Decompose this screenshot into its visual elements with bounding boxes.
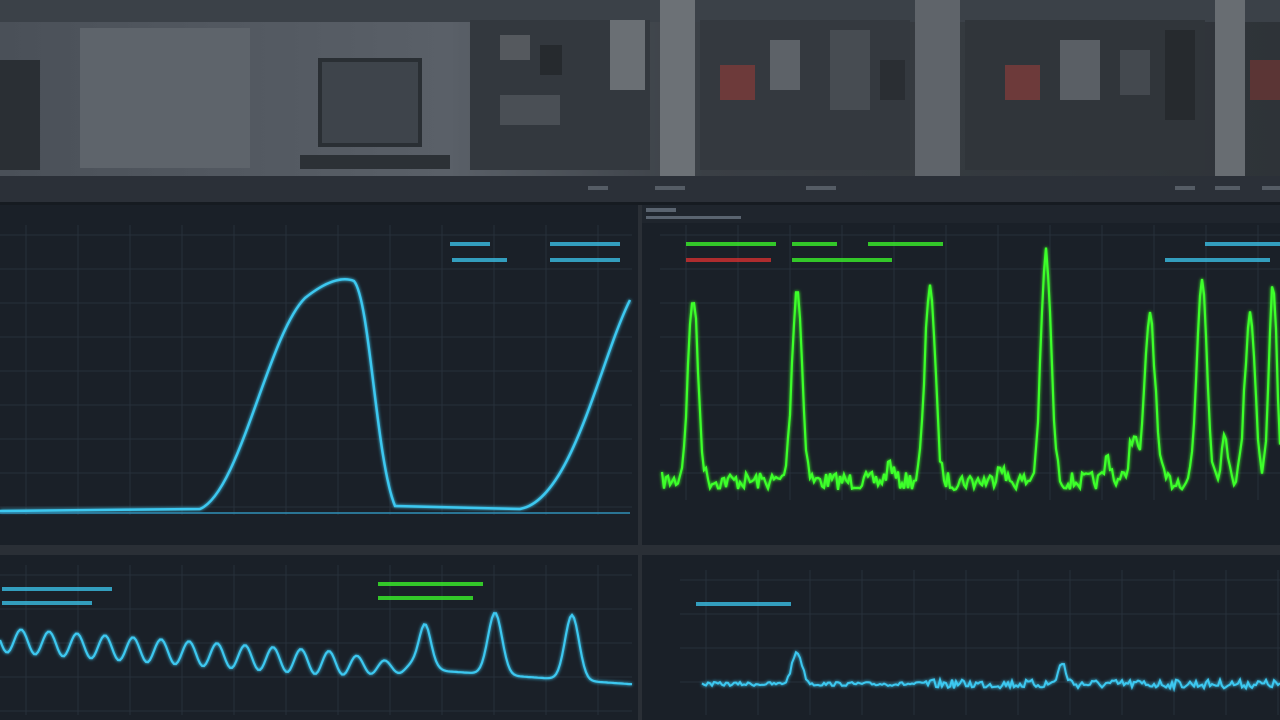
legend-chip (452, 258, 507, 262)
legend-chip (696, 602, 791, 606)
waveform (0, 612, 633, 686)
panels (0, 205, 1280, 720)
waveform (701, 650, 1280, 693)
legend-chip (686, 242, 776, 246)
legend-chip (868, 242, 943, 246)
toolbar-item[interactable] (655, 186, 685, 190)
toolbar-item[interactable] (806, 186, 836, 190)
toolbar-item[interactable] (1175, 186, 1195, 190)
traces (0, 247, 1280, 693)
legend-chip (1165, 258, 1270, 262)
legend-chip (2, 601, 92, 605)
panel (0, 555, 638, 720)
toolbar-item[interactable] (588, 186, 608, 190)
toolbar-item[interactable] (1215, 186, 1240, 190)
grid (0, 225, 1280, 715)
legend-chip (686, 258, 771, 262)
panel (0, 205, 638, 545)
toolbar (0, 176, 1280, 202)
waveform (0, 278, 632, 513)
legend-chip (378, 582, 483, 586)
legend-chip (550, 258, 620, 262)
legend-chip (1205, 242, 1280, 246)
legend-chip (450, 242, 490, 246)
legend-chip (550, 242, 620, 246)
legend-chip (792, 242, 837, 246)
background-photo (0, 0, 1280, 176)
legend-chip (792, 258, 892, 262)
legends (2, 242, 1280, 606)
legend-chip (378, 596, 473, 600)
waveform (660, 247, 1280, 493)
toolbar-item[interactable] (1262, 186, 1280, 190)
legend-chip (2, 587, 112, 591)
